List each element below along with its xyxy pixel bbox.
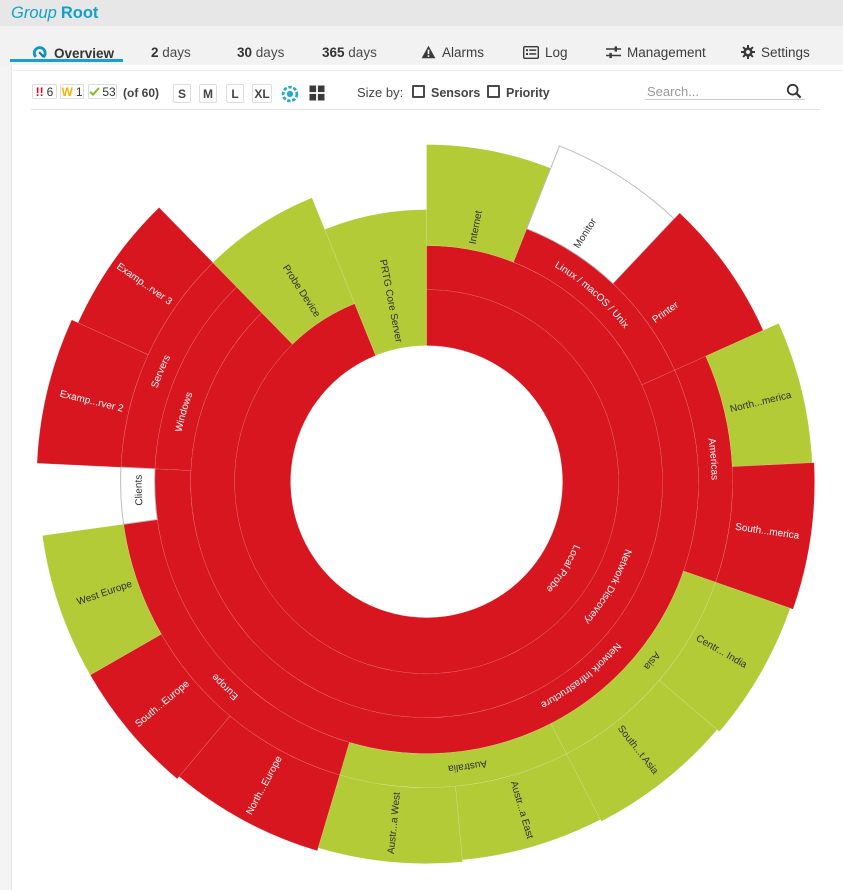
svg-text:Americas: Americas	[705, 437, 719, 480]
svg-text:Clients: Clients	[134, 475, 146, 506]
